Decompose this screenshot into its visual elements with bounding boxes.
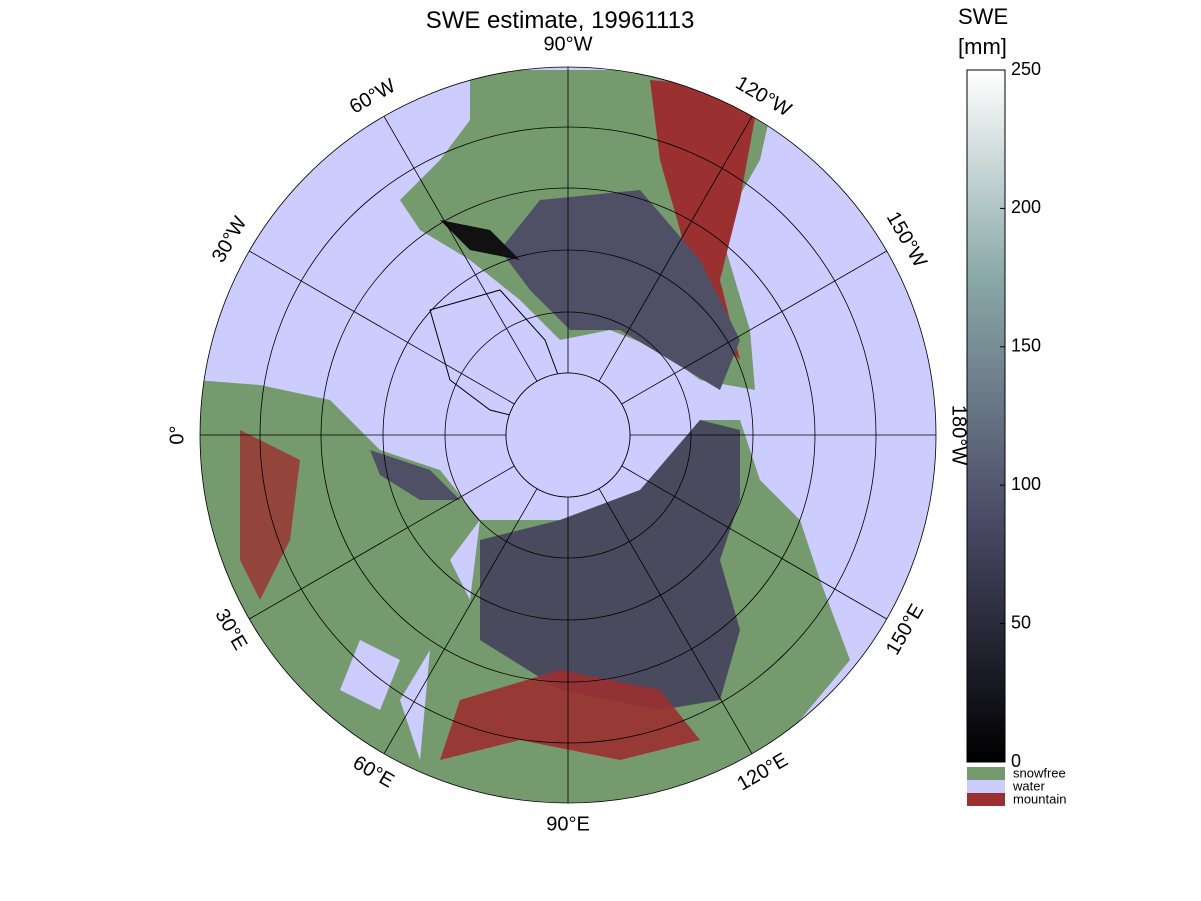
category-swatch <box>967 767 1005 780</box>
category-label: mountain <box>1013 791 1066 806</box>
meridian <box>598 488 753 754</box>
meridian <box>621 250 887 405</box>
title: SWE estimate, 19961113 <box>426 7 695 34</box>
colorbar <box>966 69 1006 763</box>
meridian <box>598 116 753 382</box>
meridian-label: 180°W <box>948 405 970 465</box>
meridian <box>383 116 538 382</box>
category-label: snowfree <box>1013 765 1066 780</box>
meridian <box>249 250 515 405</box>
meridian-label: 90°W <box>543 33 592 55</box>
meridian <box>621 465 887 620</box>
category-swatch <box>967 793 1005 806</box>
colorbar-label: SWE <box>958 4 1008 29</box>
colorbar-tick-label: 100 <box>1011 474 1041 494</box>
graticule <box>199 66 937 804</box>
category-swatch <box>967 780 1005 793</box>
meridian-label: 0° <box>166 425 188 444</box>
colorbar-tick-label: 150 <box>1011 336 1041 356</box>
colorbar-tick-label: 250 <box>1011 59 1041 79</box>
category-label: water <box>1012 778 1045 793</box>
colorbar-tick-label: 200 <box>1011 197 1041 217</box>
colorbar-unit: [mm] <box>958 34 1007 59</box>
meridian-label: 60°E <box>349 752 398 793</box>
pole-hole <box>505 372 631 498</box>
meridian <box>383 488 538 754</box>
meridian-label: 90°E <box>546 813 590 835</box>
colorbar-tick-label: 50 <box>1011 612 1031 632</box>
meridian <box>249 465 515 620</box>
colorbar-tick-label: 0 <box>1011 751 1021 771</box>
meridian-label: 30°E <box>210 605 251 654</box>
